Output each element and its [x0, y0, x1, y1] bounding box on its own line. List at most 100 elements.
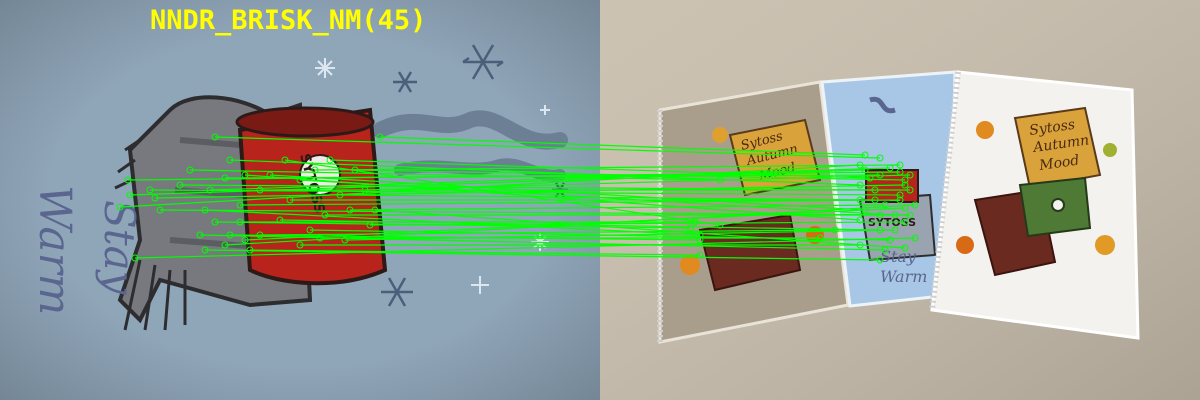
keypoint-marker	[891, 226, 899, 234]
keypoint-marker	[911, 234, 919, 242]
stay-text: Stay	[95, 200, 144, 296]
keypoint-marker	[901, 176, 909, 184]
match-line	[129, 169, 866, 196]
keypoint-marker	[861, 206, 869, 214]
keypoint-marker	[881, 201, 889, 209]
keypoint-marker	[871, 196, 879, 204]
match-line	[224, 204, 916, 246]
keypoint-marker	[201, 246, 209, 254]
keypoint-marker	[124, 176, 132, 184]
match-line	[204, 249, 881, 261]
keypoint-marker	[326, 156, 334, 164]
keypoint-marker	[866, 174, 874, 182]
notebook-right: Sytoss Autumn Mood	[929, 70, 1140, 340]
keypoint-marker	[871, 186, 879, 194]
right-book-text-1: Sytoss	[1028, 117, 1076, 139]
keypoint-marker	[256, 231, 264, 239]
keypoint-marker	[296, 241, 304, 249]
keypoint-marker	[266, 171, 274, 179]
keypoint-marker	[241, 236, 249, 244]
keypoint-marker	[341, 236, 349, 244]
match-line	[199, 234, 886, 251]
keypoint-marker	[306, 226, 314, 234]
keypoint-marker	[156, 206, 164, 214]
keypoint-marker	[906, 171, 914, 179]
keypoint-marker	[876, 256, 884, 264]
keypoint-marker	[311, 166, 319, 174]
keypoint-marker	[856, 181, 864, 189]
keypoint-marker	[211, 133, 219, 141]
match-line	[154, 184, 906, 199]
keypoint-marker	[856, 196, 864, 204]
match-line	[179, 184, 876, 191]
match-line	[354, 169, 906, 181]
keypoint-marker	[186, 166, 194, 174]
middle-stay-text: Stay	[880, 247, 917, 266]
match-line	[134, 237, 916, 259]
match-line	[329, 159, 871, 179]
match-line	[214, 136, 881, 159]
keypoint-marker	[201, 206, 209, 214]
keypoint-marker	[876, 154, 884, 162]
keypoint-marker	[211, 218, 219, 226]
keypoint-marker	[861, 166, 869, 174]
match-line	[344, 229, 896, 241]
keypoint-marker	[896, 191, 904, 199]
keypoint-marker	[286, 196, 294, 204]
match-line	[374, 209, 906, 249]
keypoint-marker	[376, 133, 384, 141]
keypoint-marker	[226, 156, 234, 164]
keypoint-marker	[241, 171, 249, 179]
keypoint-marker	[146, 186, 154, 194]
keypoint-matches	[116, 133, 919, 264]
keypoint-marker	[281, 156, 289, 164]
keypoint-marker	[696, 251, 704, 259]
keypoint-marker	[131, 254, 139, 262]
keypoint-marker	[176, 181, 184, 189]
keypoint-marker	[906, 211, 914, 219]
keypoint-marker	[126, 191, 134, 199]
keypoint-marker	[196, 231, 204, 239]
keypoint-marker	[246, 246, 254, 254]
keypoint-marker	[886, 236, 894, 244]
match-line	[244, 174, 861, 221]
keypoint-marker	[116, 203, 124, 211]
match-line	[149, 189, 901, 196]
keypoint-marker	[276, 216, 284, 224]
keypoint-marker	[856, 216, 864, 224]
keypoint-marker	[896, 161, 904, 169]
keypoint-marker	[911, 201, 919, 209]
match-line	[369, 221, 906, 226]
keypoint-marker	[901, 218, 909, 226]
notebook-middle: SYTOSS Stay Warm	[820, 70, 957, 308]
keypoint-marker	[336, 191, 344, 199]
keypoint-marker	[901, 244, 909, 252]
match-line	[314, 164, 901, 171]
match-line	[249, 249, 701, 256]
keypoint-marker	[861, 151, 869, 159]
method-title: NNDR_BRISK_NM(45)	[150, 5, 427, 36]
match-line	[229, 159, 861, 186]
keypoint-marker	[831, 226, 839, 234]
keypoint-marker	[346, 206, 354, 214]
match-line	[379, 136, 866, 156]
match-line	[339, 194, 876, 201]
keypoint-marker	[896, 196, 904, 204]
keypoint-marker	[716, 221, 724, 229]
keypoint-marker	[321, 211, 329, 219]
middle-warm-text: Warm	[880, 267, 927, 286]
keypoint-marker	[906, 186, 914, 194]
match-line	[259, 229, 836, 236]
keypoint-marker	[876, 211, 884, 219]
warm-text: Warm	[29, 185, 80, 315]
keypoint-marker	[236, 218, 244, 226]
keypoint-marker	[696, 231, 704, 239]
right-book-text-3: Mood	[1037, 153, 1080, 175]
keypoint-marker	[371, 206, 379, 214]
keypoint-marker	[876, 171, 884, 179]
keypoint-marker	[221, 241, 229, 249]
match-line	[284, 159, 721, 226]
keypoint-marker	[221, 174, 229, 182]
